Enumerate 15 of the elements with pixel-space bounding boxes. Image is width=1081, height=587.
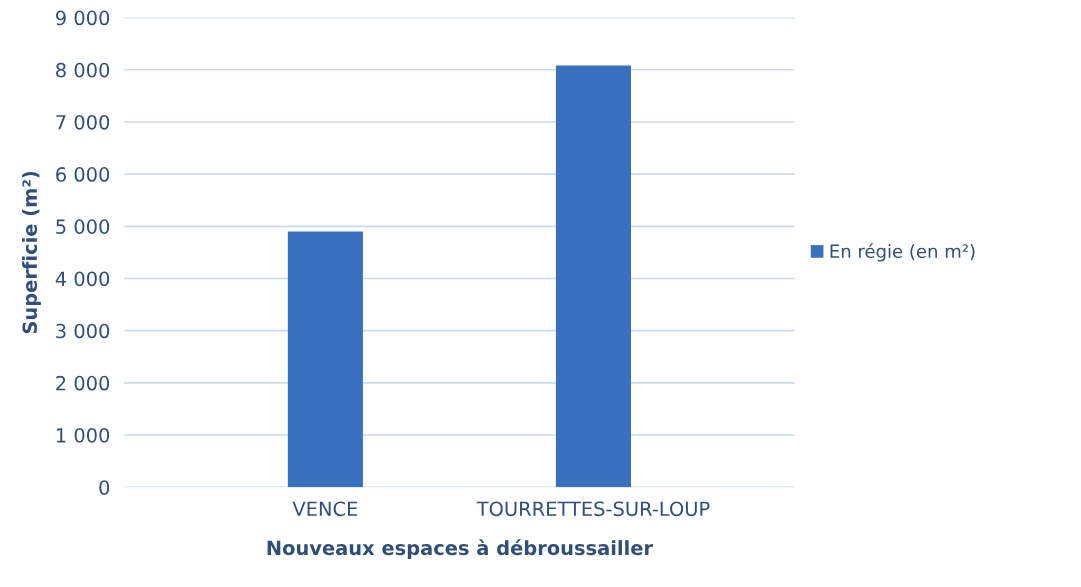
y-tick-label: 7 000 [56, 114, 110, 130]
y-tick-label: 6 000 [56, 167, 110, 182]
x-axis-title: Nouveaux espaces à débroussailler [267, 539, 653, 559]
x-tick-label: VENCE [292, 501, 358, 517]
y-tick-label: 0 [99, 480, 110, 495]
legend-label: En régie (en m²) [830, 243, 975, 262]
x-tick-label: TOURRETTES-SUR-LOUP [476, 501, 710, 517]
y-tick-label: 1 000 [56, 427, 110, 443]
y-tick-label: 8 000 [56, 62, 110, 78]
y-tick-label: 3 000 [56, 323, 110, 339]
y-tick-label: 5 000 [56, 219, 110, 234]
y-tick-label: 4 000 [55, 271, 110, 287]
y-axis-title: Superficie (m²) [22, 171, 41, 334]
y-tick-label: 9 000 [55, 10, 110, 26]
y-tick-label: 2 000 [56, 375, 110, 391]
